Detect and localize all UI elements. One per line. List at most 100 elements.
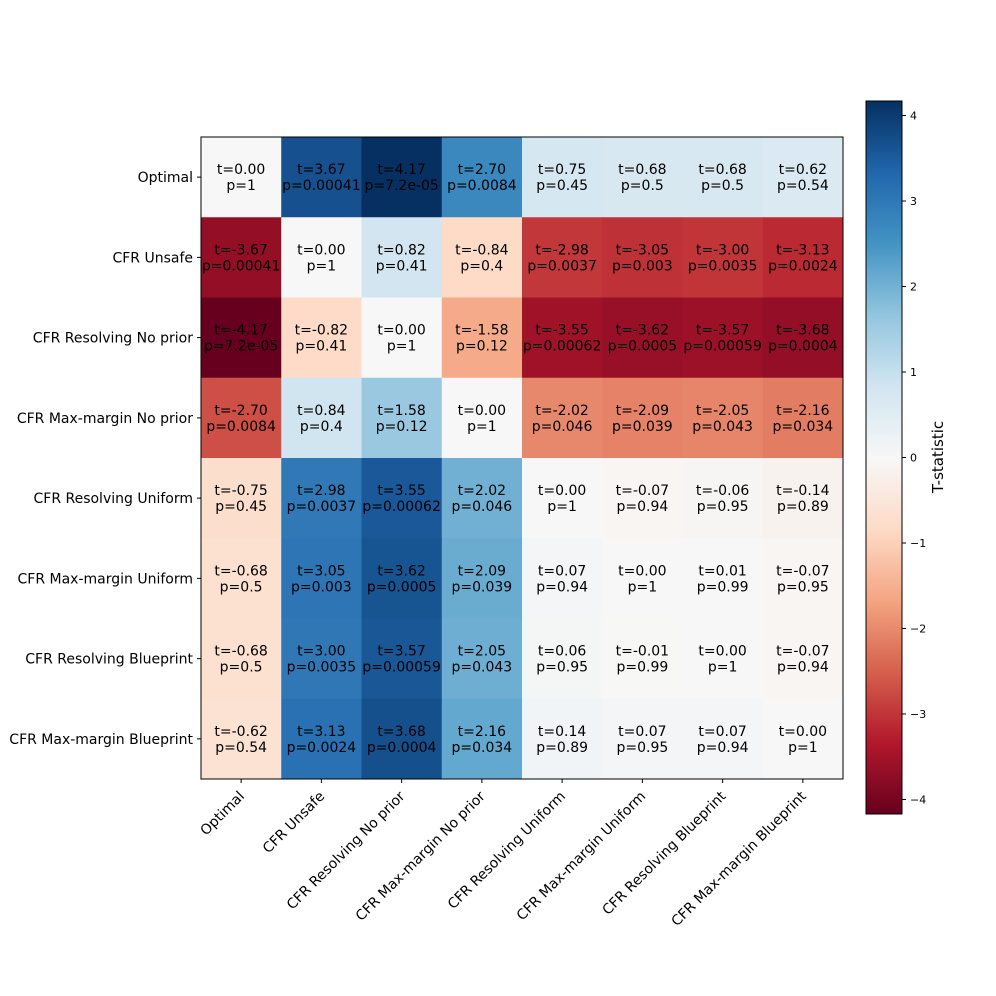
cell-annotation: t=-3.55 p=0.00062 xyxy=(523,323,602,355)
colorbar-tick-label: 4 xyxy=(910,110,917,123)
cell-annotation: t=0.14 p=0.89 xyxy=(536,724,588,756)
heatmap-cell xyxy=(201,377,282,459)
heatmap-cell xyxy=(281,217,362,298)
cell-annotation: t=-0.06 p=0.95 xyxy=(696,483,750,515)
x-tick-label: CFR Unsafe xyxy=(260,789,328,857)
heatmap-cell xyxy=(602,698,683,780)
cell-annotation: t=-2.16 p=0.034 xyxy=(773,403,834,435)
heatmap-cell xyxy=(762,698,844,780)
cell-annotation: t=-0.07 p=0.94 xyxy=(776,644,829,676)
heatmap-cell xyxy=(201,458,282,539)
heatmap-cell xyxy=(602,618,683,700)
heatmap-cell xyxy=(682,538,764,619)
x-tick-label: Optimal xyxy=(197,789,247,839)
cell-annotation: t=3.57 p=0.00059 xyxy=(362,644,441,676)
cell-annotation: t=3.67 p=0.00041 xyxy=(282,162,361,194)
cell-annotation: t=-1.58 p=0.12 xyxy=(455,323,508,355)
cell-annotation: t=-0.82 p=0.41 xyxy=(295,323,348,355)
x-tick-label: CFR Max-margin Blueprint xyxy=(668,788,810,930)
cell-annotation: t=-2.05 p=0.043 xyxy=(692,403,753,435)
heatmap-cell xyxy=(201,538,282,619)
heatmap-cell xyxy=(522,217,603,298)
heatmap-cell xyxy=(602,297,683,379)
heatmap-cell xyxy=(361,137,443,218)
cell-annotation: t=-0.14 p=0.89 xyxy=(776,483,830,515)
y-tick-label: Optimal xyxy=(138,170,193,186)
heatmap-cell xyxy=(762,377,844,459)
colorbar-tick-label: −3 xyxy=(910,708,926,721)
heatmap-cell xyxy=(602,458,683,539)
heatmap-cell xyxy=(441,458,523,539)
colorbar-tick-label: −1 xyxy=(910,537,926,550)
heatmap-cell xyxy=(602,538,683,619)
cell-annotation: t=-0.75 p=0.45 xyxy=(214,483,267,515)
heatmap-cell xyxy=(762,137,844,218)
cell-annotation: t=0.00 p=1 xyxy=(217,162,265,194)
cell-annotation: t=3.13 p=0.0024 xyxy=(287,724,357,756)
heatmap-cell xyxy=(762,217,844,298)
colorbar: 4 3 2 1 0 −1 −2 −3 −4 T-statistic xyxy=(865,100,947,815)
heatmap-cell xyxy=(522,137,603,218)
heatmap-cell xyxy=(201,137,282,218)
cell-annotation: t=0.00 p=1 xyxy=(779,724,827,756)
cell-annotation: t=0.68 p=0.5 xyxy=(698,162,746,194)
y-tick-label: CFR Unsafe xyxy=(112,250,193,266)
y-tick-label: CFR Resolving Uniform xyxy=(33,491,193,507)
heatmap-cell xyxy=(361,217,443,298)
cell-annotation: t=0.84 p=0.4 xyxy=(297,403,345,435)
cell-annotation: t=-2.02 p=0.046 xyxy=(532,403,593,435)
cell-annotation: t=0.07 p=0.94 xyxy=(536,563,588,595)
cell-annotation: t=0.00 p=1 xyxy=(538,483,586,515)
heatmap-cell xyxy=(361,698,443,780)
heatmap-cell xyxy=(682,618,764,700)
cell-annotation: t=-0.07 p=0.95 xyxy=(776,563,829,595)
x-tick-label: CFR Max-margin Uniform xyxy=(514,789,649,924)
heatmap-cell xyxy=(682,217,764,298)
cell-annotation: t=-3.67 p=0.00041 xyxy=(202,242,281,274)
heatmap-cell xyxy=(201,698,282,780)
cell-annotation: t=2.70 p=0.0084 xyxy=(447,162,517,194)
colorbar-gradient xyxy=(865,100,903,815)
cell-annotation: t=0.00 p=1 xyxy=(618,563,666,595)
cell-annotation: t=-3.62 p=0.0005 xyxy=(608,323,678,355)
heatmap-cell xyxy=(281,377,362,459)
heatmap-cell xyxy=(281,137,362,218)
cell-annotation: t=0.07 p=0.95 xyxy=(616,724,668,756)
heatmap-cell xyxy=(361,458,443,539)
cell-annotation: t=2.05 p=0.043 xyxy=(452,644,513,676)
cell-annotation: t=-0.07 p=0.94 xyxy=(616,483,669,515)
colorbar-tick-label: 0 xyxy=(910,452,917,465)
heatmap-cell xyxy=(281,618,362,700)
cell-annotation: t=3.00 p=0.0035 xyxy=(287,644,357,676)
colorbar-label: T-statistic xyxy=(929,421,947,494)
colorbar-tick-label: 2 xyxy=(910,281,917,294)
heatmap-cell xyxy=(201,618,282,700)
heatmap-cell xyxy=(682,458,764,539)
cell-annotation: t=-2.09 p=0.039 xyxy=(612,403,673,435)
cell-annotation: t=-3.68 p=0.0004 xyxy=(768,323,838,355)
colorbar-ticks: 4 3 2 1 0 −1 −2 −3 −4 xyxy=(902,110,926,806)
cell-annotation: t=0.00 p=1 xyxy=(698,644,746,676)
cell-annotation: t=0.06 p=0.95 xyxy=(536,644,588,676)
cell-annotation: t=0.62 p=0.54 xyxy=(777,162,829,194)
y-tick-label: CFR Resolving Blueprint xyxy=(25,652,193,668)
heatmap-cell xyxy=(522,698,603,780)
heatmap-cell xyxy=(201,297,282,379)
heatmap-cell xyxy=(602,377,683,459)
heatmap-cell xyxy=(441,377,523,459)
cell-annotation: t=-0.62 p=0.54 xyxy=(214,724,267,756)
cell-annotation: t=-2.70 p=0.0084 xyxy=(206,403,276,435)
heatmap-cell xyxy=(762,538,844,619)
cell-annotation: t=1.58 p=0.12 xyxy=(376,403,428,435)
cell-annotation: t=2.98 p=0.0037 xyxy=(287,483,357,515)
y-tick-label: CFR Resolving No prior xyxy=(33,331,193,347)
cell-annotation: t=-3.13 p=0.0024 xyxy=(768,242,838,274)
cell-annotation: t=0.07 p=0.94 xyxy=(697,724,749,756)
y-axis: Optimal CFR Unsafe CFR Resolving No prior C… xyxy=(9,170,201,748)
cell-annotation: t=0.68 p=0.5 xyxy=(618,162,666,194)
heatmap-cell xyxy=(441,137,523,218)
cell-annotation: t=-4.17 p=7.2e-05 xyxy=(204,323,278,355)
cell-annotation: t=-0.68 p=0.5 xyxy=(214,563,267,595)
heatmap-cell xyxy=(522,618,603,700)
